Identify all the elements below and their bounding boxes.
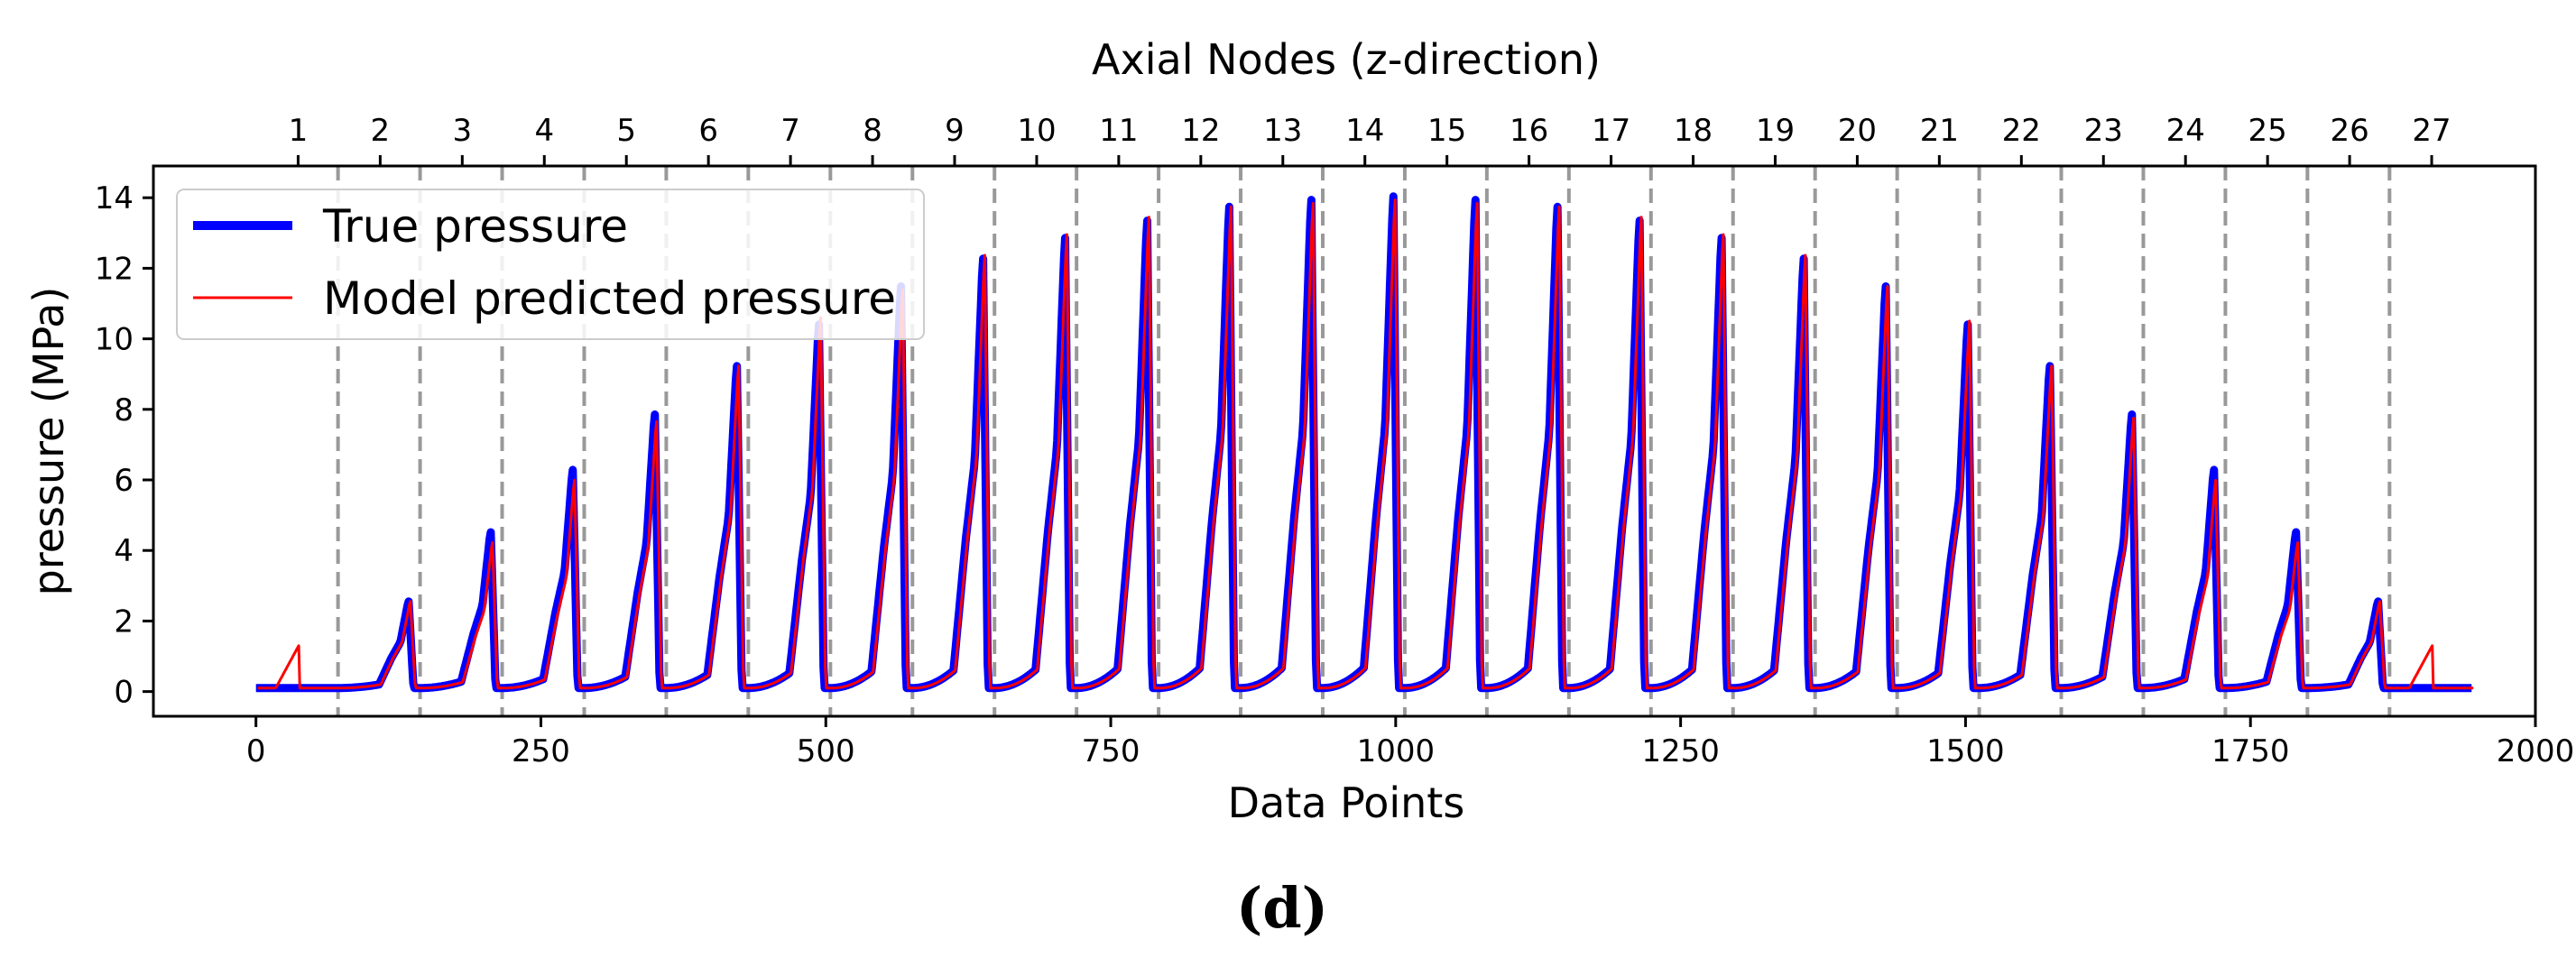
- top-tick-label: 24: [2166, 113, 2205, 149]
- x-tick-label: 500: [797, 733, 855, 769]
- top-tick-label: 6: [698, 113, 718, 149]
- x-tick-label: 0: [246, 733, 266, 769]
- x-axis-title: Data Points: [1228, 778, 1465, 827]
- top-axis-title: Axial Nodes (z-direction): [1092, 35, 1601, 84]
- top-tick-label: 16: [1510, 113, 1548, 149]
- top-tick-label: 8: [863, 113, 882, 149]
- top-tick-label: 5: [616, 113, 636, 149]
- top-tick-label: 1: [289, 113, 309, 149]
- top-tick-label: 19: [1756, 113, 1795, 149]
- top-tick-label: 7: [780, 113, 800, 149]
- y-tick-label: 2: [114, 603, 134, 640]
- top-tick-label: 26: [2330, 113, 2368, 149]
- plot-frame: [152, 164, 2537, 718]
- top-tick-label: 10: [1017, 113, 1056, 149]
- y-axis-title: pressure (MPa): [24, 287, 73, 596]
- top-tick-label: 17: [1592, 113, 1630, 149]
- y-tick-label: 10: [95, 322, 134, 358]
- legend-label-true-pressure: True pressure: [322, 200, 628, 253]
- top-tick-label: 15: [1427, 113, 1466, 149]
- top-tick-label: 14: [1345, 113, 1384, 149]
- axis-ticks: 0 250 500 750 1000 1250 1500 1750 20000246810121…: [95, 113, 2575, 769]
- top-tick-label: 25: [2248, 113, 2287, 149]
- top-tick-label: 20: [1838, 113, 1877, 149]
- top-tick-label: 13: [1263, 113, 1302, 149]
- x-tick-label: 1500: [1926, 733, 2005, 769]
- top-tick-label: 9: [945, 113, 965, 149]
- legend-box: [176, 189, 925, 340]
- x-tick-label: 1000: [1357, 733, 1436, 769]
- y-tick-label: 8: [114, 392, 134, 428]
- legend-label-model-predicted: Model predicted pressure: [323, 272, 896, 325]
- panel-label: (d): [1236, 875, 1328, 941]
- y-tick-label: 0: [114, 675, 134, 711]
- top-tick-label: 4: [534, 113, 554, 149]
- legend: True pressure Model predicted pressure: [176, 189, 925, 340]
- x-tick-label: 750: [1082, 733, 1140, 769]
- y-tick-label: 6: [114, 463, 134, 499]
- y-tick-label: 4: [114, 533, 134, 569]
- top-tick-label: 3: [452, 113, 472, 149]
- top-tick-label: 27: [2412, 113, 2451, 149]
- x-tick-label: 2000: [2497, 733, 2575, 769]
- top-tick-label: 23: [2084, 113, 2123, 149]
- x-tick-label: 1250: [1641, 733, 1720, 769]
- top-tick-label: 2: [371, 113, 391, 149]
- top-tick-label: 11: [1099, 113, 1138, 149]
- top-tick-label: 21: [1920, 113, 1959, 149]
- x-tick-label: 1750: [2211, 733, 2290, 769]
- series-lines: [253, 192, 2475, 693]
- predicted-pressure-line: [257, 198, 2474, 690]
- top-tick-label: 18: [1674, 113, 1713, 149]
- x-tick-label: 250: [512, 733, 570, 769]
- y-tick-label: 12: [95, 251, 134, 287]
- y-tick-label: 14: [95, 180, 134, 216]
- top-tick-label: 12: [1181, 113, 1220, 149]
- top-tick-label: 22: [2002, 113, 2041, 149]
